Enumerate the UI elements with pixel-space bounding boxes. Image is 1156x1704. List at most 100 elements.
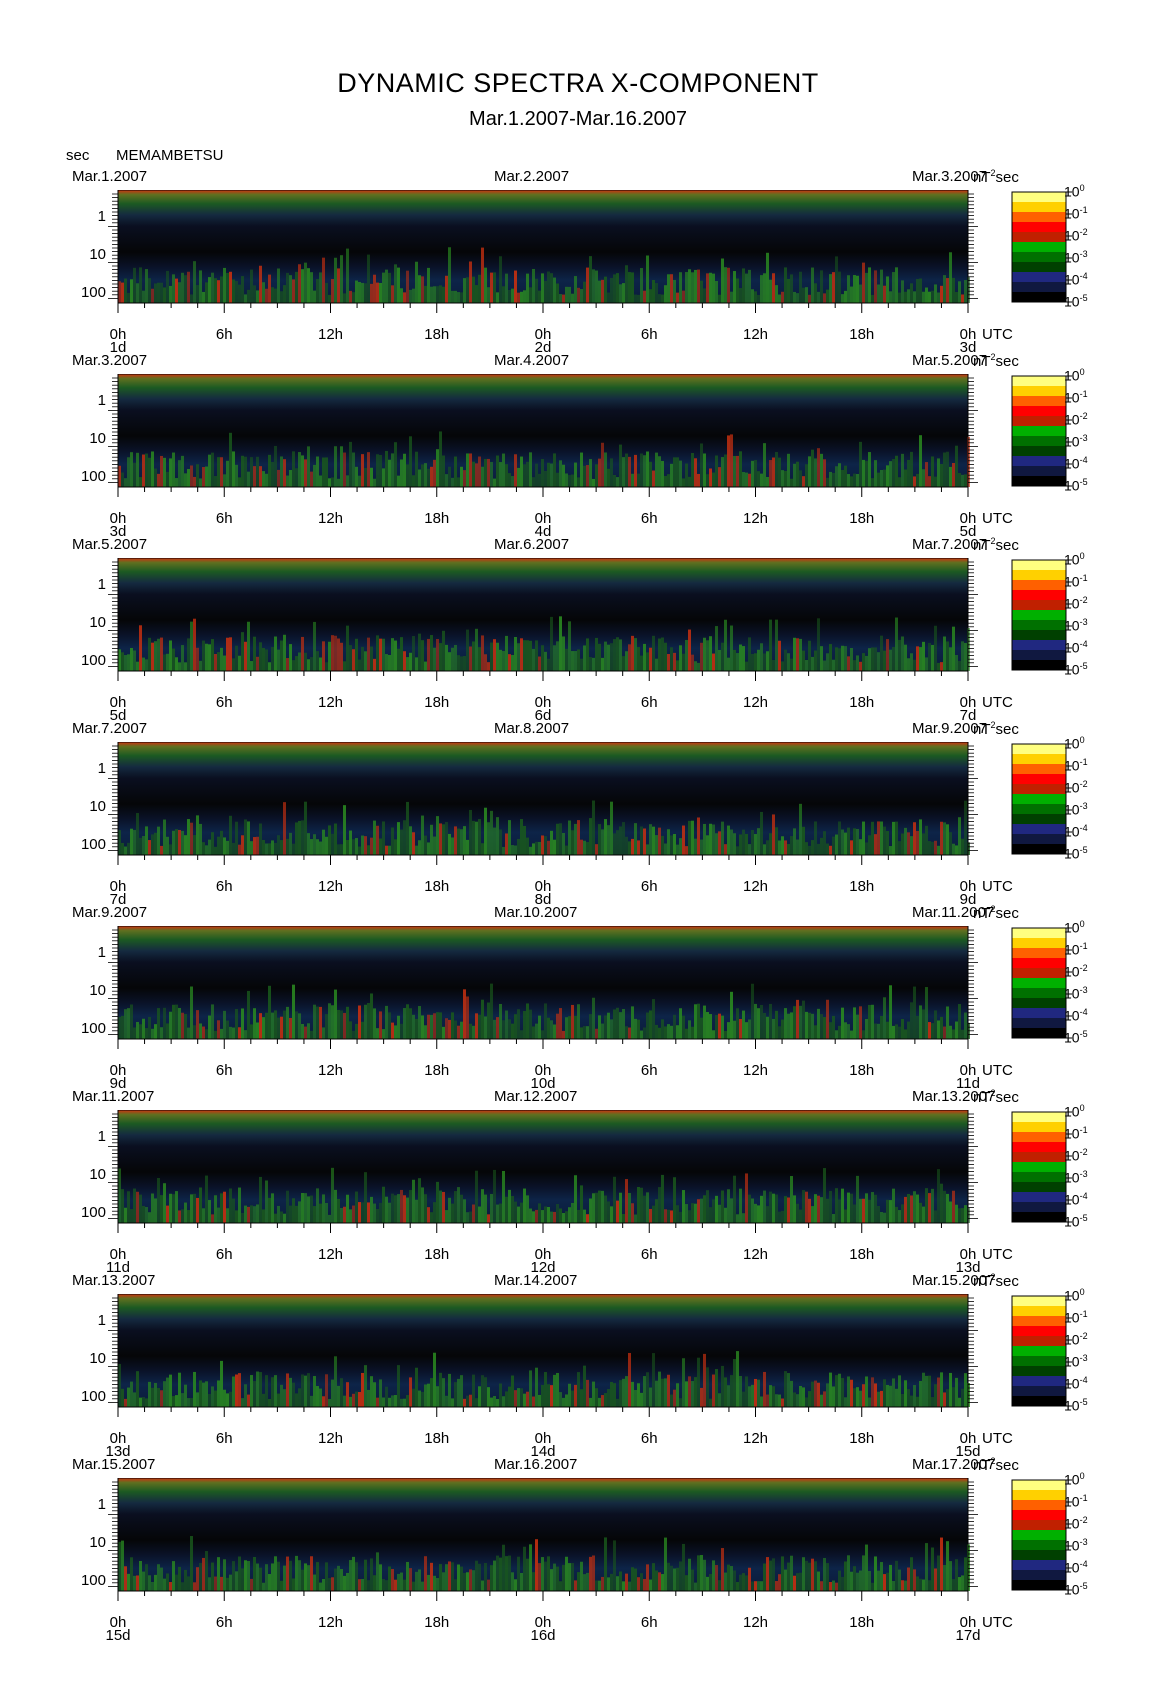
y-tick-label: 10 — [89, 430, 106, 447]
x-tick-label: 12h — [742, 1062, 769, 1079]
x-tick-label: 12h — [742, 1430, 769, 1447]
y-tick-label: 100 — [80, 1020, 106, 1037]
day-label: 17d — [955, 1627, 981, 1644]
x-tick-label: 18h — [424, 694, 450, 711]
day-label: 14d — [530, 1443, 556, 1460]
x-tick-label: 0h — [534, 1062, 552, 1079]
colorbar-label: 10-4 — [1064, 271, 1088, 288]
y-tick-label: 10 — [89, 614, 106, 631]
panel-date-label: Mar.11.2007 — [912, 904, 995, 921]
x-tick-label: 0h — [959, 1614, 977, 1631]
colorbar-label: 10-2 — [1064, 1515, 1088, 1532]
colorbar-label: 10-1 — [1064, 757, 1088, 774]
x-tick-label: 18h — [849, 1246, 875, 1263]
x-tick-label: 18h — [849, 510, 875, 527]
colorbar-label: 10-5 — [1064, 845, 1088, 862]
chart-title: DYNAMIC SPECTRA X-COMPONENT — [337, 68, 819, 98]
day-label: 5d — [959, 523, 977, 540]
x-tick-label: 18h — [849, 694, 875, 711]
x-tick-label: 0h — [109, 1614, 127, 1631]
panel-date-label: Mar.7.2007 — [72, 720, 148, 737]
colorbar-unit: nT2sec — [973, 536, 1019, 554]
colorbar-label: 100 — [1064, 551, 1085, 568]
x-tick-label: 6h — [215, 1614, 233, 1631]
colorbar-label: 10-2 — [1064, 227, 1088, 244]
panel-date-label: Mar.13.2007 — [912, 1088, 996, 1105]
day-label: 6d — [534, 707, 552, 724]
x-tick-label: 18h — [424, 326, 450, 343]
day-label: 16d — [530, 1627, 556, 1644]
colorbar-label: 10-4 — [1064, 1559, 1088, 1576]
colorbar-label: 10-2 — [1064, 963, 1088, 980]
colorbar-label: 100 — [1064, 183, 1085, 200]
colorbar-label: 10-4 — [1064, 639, 1088, 656]
x-tick-label: 0h — [534, 1246, 552, 1263]
panel-date-label: Mar.9.2007 — [912, 720, 988, 737]
x-tick-label: 0h — [959, 1430, 977, 1447]
x-tick-label: 0h — [109, 1062, 127, 1079]
panel-date-label: Mar.10.2007 — [494, 904, 578, 921]
colorbar-label: 10-4 — [1064, 1375, 1088, 1392]
y-tick-label: 100 — [80, 1388, 106, 1405]
colorbar-label: 10-4 — [1064, 1007, 1088, 1024]
panel-date-label: Mar.15.2007 — [72, 1456, 156, 1473]
x-tick-label: 0h — [534, 694, 552, 711]
panel-date-label: Mar.15.2007 — [912, 1272, 996, 1289]
x-tick-label: 6h — [215, 1246, 233, 1263]
spectra-panel: Mar.1.2007 Mar.2.2007 Mar.3.2007 nT2sec 1 10 1… — [0, 168, 1156, 373]
y-tick-label: 1 — [97, 208, 106, 225]
colorbar — [1011, 1479, 1072, 1591]
colorbar-unit: nT2sec — [973, 352, 1019, 370]
x-tick-label: 6h — [640, 1614, 658, 1631]
y-tick-label: 1 — [97, 1128, 106, 1145]
colorbar — [1011, 191, 1072, 303]
spectrogram — [108, 1478, 1072, 1601]
day-label: 7d — [109, 891, 127, 908]
day-label: 9d — [959, 891, 977, 908]
day-label: 9d — [109, 1075, 127, 1092]
panel-date-label: Mar.1.2007 — [72, 168, 148, 185]
colorbar-label: 10-4 — [1064, 823, 1088, 840]
spectrogram — [108, 926, 1072, 1049]
colorbar — [1011, 927, 1072, 1039]
y-tick-label: 100 — [80, 468, 106, 485]
spectra-panel: Mar.9.2007 Mar.10.2007 Mar.11.2007 nT2sec 1 1… — [0, 904, 1156, 1109]
panel-date-label: Mar.2.2007 — [494, 168, 570, 185]
x-tick-label: 18h — [849, 326, 875, 343]
colorbar-label: 100 — [1064, 735, 1085, 752]
colorbar-unit: nT2sec — [973, 168, 1019, 186]
x-tick-label: 18h — [424, 1062, 450, 1079]
colorbar-label: 10-2 — [1064, 595, 1088, 612]
spectral-activity — [118, 431, 970, 487]
x-tick-label: 0h — [534, 1614, 552, 1631]
x-tick-label: 12h — [317, 1246, 344, 1263]
colorbar-unit: nT2sec — [973, 1272, 1019, 1290]
colorbar-label: 10-1 — [1064, 941, 1088, 958]
x-tick-label: 12h — [742, 510, 769, 527]
colorbar — [1011, 743, 1072, 855]
y-tick-label: 1 — [97, 1312, 106, 1329]
panel-date-label: Mar.3.2007 — [72, 352, 148, 369]
y-tick-label: 100 — [80, 1204, 106, 1221]
panel-date-label: Mar.5.2007 — [72, 536, 148, 553]
y-unit-label: sec — [66, 147, 90, 164]
y-tick-label: 1 — [97, 1496, 106, 1513]
panel-date-label: Mar.16.2007 — [494, 1456, 578, 1473]
colorbar-label: 10-1 — [1064, 1125, 1088, 1142]
day-label: 3d — [109, 523, 127, 540]
x-tick-label: 18h — [424, 510, 450, 527]
spectral-activity — [118, 1351, 970, 1407]
panel-date-label: Mar.7.2007 — [912, 536, 988, 553]
x-tick-label: 12h — [317, 694, 344, 711]
x-tick-label: 0h — [109, 1246, 127, 1263]
time-zone-label: UTC — [982, 694, 1013, 711]
time-zone-label: UTC — [982, 326, 1013, 343]
colorbar-label: 10-5 — [1064, 661, 1088, 678]
panel-date-label: Mar.6.2007 — [494, 536, 570, 553]
x-tick-label: 12h — [742, 694, 769, 711]
y-tick-label: 10 — [89, 982, 106, 999]
x-tick-label: 0h — [109, 694, 127, 711]
colorbar — [1011, 1295, 1072, 1407]
x-tick-label: 18h — [424, 1246, 450, 1263]
x-tick-label: 12h — [317, 1062, 344, 1079]
